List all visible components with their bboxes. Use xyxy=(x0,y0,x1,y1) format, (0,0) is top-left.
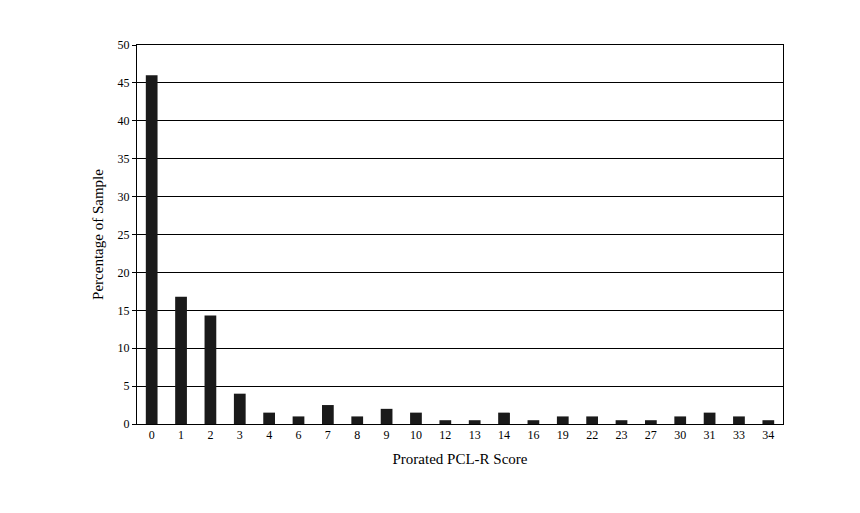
svg-text:5: 5 xyxy=(124,379,130,393)
svg-text:10: 10 xyxy=(410,428,422,442)
svg-text:20: 20 xyxy=(118,266,130,280)
svg-text:7: 7 xyxy=(325,428,331,442)
svg-text:22: 22 xyxy=(586,428,598,442)
svg-text:16: 16 xyxy=(527,428,539,442)
svg-text:9: 9 xyxy=(384,428,390,442)
svg-text:30: 30 xyxy=(674,428,686,442)
svg-text:35: 35 xyxy=(118,152,130,166)
svg-text:3: 3 xyxy=(237,428,243,442)
svg-text:19: 19 xyxy=(557,428,569,442)
svg-text:0: 0 xyxy=(124,417,130,431)
svg-text:40: 40 xyxy=(118,114,130,128)
svg-text:12: 12 xyxy=(439,428,451,442)
svg-text:8: 8 xyxy=(354,428,360,442)
svg-text:34: 34 xyxy=(762,428,774,442)
svg-text:25: 25 xyxy=(118,228,130,242)
svg-text:Prorated PCL-R Score: Prorated PCL-R Score xyxy=(393,451,528,467)
svg-text:2: 2 xyxy=(207,428,213,442)
svg-text:23: 23 xyxy=(616,428,628,442)
svg-text:0: 0 xyxy=(149,428,155,442)
svg-text:4: 4 xyxy=(266,428,272,442)
svg-text:6: 6 xyxy=(296,428,302,442)
svg-text:15: 15 xyxy=(118,304,130,318)
svg-text:31: 31 xyxy=(704,428,716,442)
svg-text:Percentage of Sample: Percentage of Sample xyxy=(90,169,106,300)
svg-text:13: 13 xyxy=(469,428,481,442)
svg-text:30: 30 xyxy=(118,190,130,204)
svg-text:45: 45 xyxy=(118,76,130,90)
svg-text:10: 10 xyxy=(118,341,130,355)
svg-text:27: 27 xyxy=(645,428,657,442)
svg-text:33: 33 xyxy=(733,428,745,442)
svg-text:1: 1 xyxy=(178,428,184,442)
svg-text:14: 14 xyxy=(498,428,510,442)
svg-text:50: 50 xyxy=(118,38,130,52)
